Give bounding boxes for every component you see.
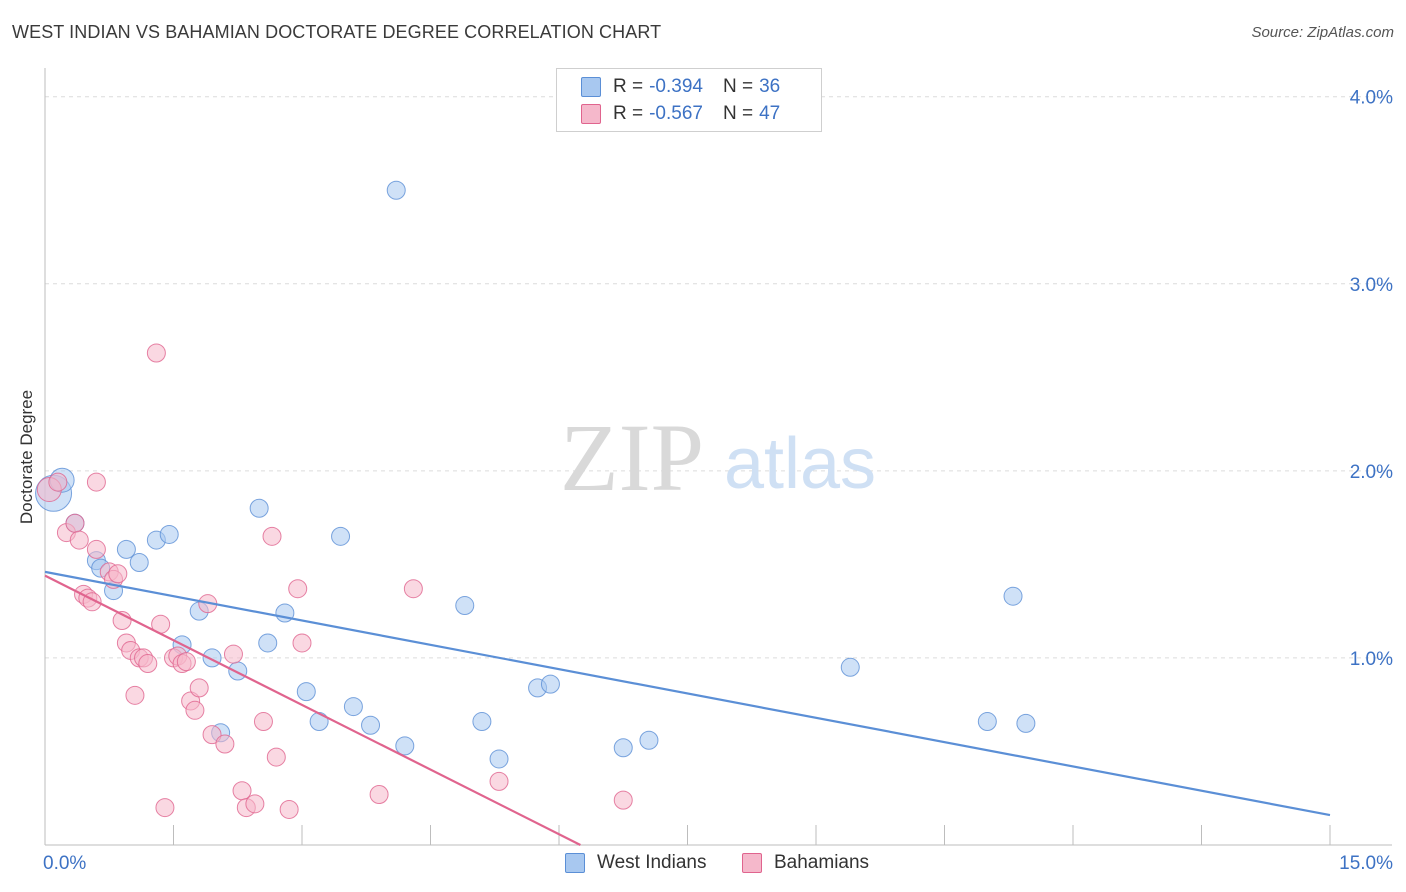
bahamians-point — [155, 798, 175, 818]
trend-lines — [44, 570, 1331, 846]
bahamians-point — [138, 654, 158, 674]
bahamians-point — [48, 472, 68, 492]
legend-row-west-indians: R = -0.394 N = 36 — [581, 75, 780, 99]
bahamians-point — [245, 794, 265, 814]
bahamians-point — [146, 343, 166, 363]
west-indians-point — [249, 498, 269, 518]
bahamians-point — [262, 526, 282, 546]
legend-n-value: 47 — [759, 103, 781, 124]
legend-n-value: 36 — [759, 76, 781, 97]
bahamians-trend-line — [44, 574, 581, 846]
x-tick-label: 0.0% — [43, 853, 86, 874]
bahamians-point — [86, 539, 106, 559]
data-points — [35, 180, 1036, 819]
y-tick-label: 3.0% — [1350, 275, 1393, 296]
west-indians-point — [296, 682, 316, 702]
bahamians-point — [403, 579, 423, 599]
west-indians-point — [331, 526, 351, 546]
west-indians-point — [386, 180, 406, 200]
y-tick-label: 4.0% — [1350, 88, 1393, 109]
west-indians-point — [395, 736, 415, 756]
west-indians-point — [977, 712, 997, 732]
legend-n-label: N = — [722, 103, 754, 124]
legend-row-bahamians: R = -0.567 N = 47 — [581, 102, 780, 126]
bahamians-point — [223, 644, 243, 664]
watermark-atlas: atlas — [724, 424, 876, 504]
series-swatch-bahamians — [742, 853, 762, 873]
bahamians-point — [253, 712, 273, 732]
west-indians-point — [258, 633, 278, 653]
bahamians-point — [292, 633, 312, 653]
west-indians-point — [228, 661, 248, 681]
legend-r-value: -0.567 — [649, 103, 703, 124]
tick-labels: 1.0% 2.0% 3.0% 4.0% 0.0% 15.0% — [43, 88, 1393, 874]
bahamians-point — [69, 530, 89, 550]
bahamians-point — [489, 771, 509, 791]
series-swatch-west-indians — [565, 853, 585, 873]
grid-lines — [45, 96, 1392, 659]
west-indians-point — [613, 738, 633, 758]
series-label-bahamians: Bahamians — [774, 852, 870, 873]
legend-r-label: R = — [613, 76, 644, 97]
west-indians-point — [309, 712, 329, 732]
west-indians-point — [361, 715, 381, 735]
source-label: Source: ZipAtlas.com — [1251, 24, 1394, 41]
series-label-west-indians: West Indians — [597, 852, 707, 873]
y-tick-label: 2.0% — [1350, 462, 1393, 483]
west-indians-point — [116, 539, 136, 559]
legend-swatch-west-indians — [581, 77, 601, 97]
west-indians-point — [489, 749, 509, 769]
legend-r-label: R = — [613, 103, 644, 124]
y-tick-label: 1.0% — [1350, 649, 1393, 670]
correlation-legend: R = -0.394 N = 36 R = -0.567 N = 47 — [556, 68, 822, 132]
bahamians-point — [279, 799, 299, 819]
bahamians-point — [215, 734, 235, 754]
west-indians-point — [202, 648, 222, 668]
west-indians-point — [840, 657, 860, 677]
bahamians-point — [288, 579, 308, 599]
x-tick-label: 15.0% — [1339, 853, 1393, 874]
legend-n-label: N = — [722, 76, 754, 97]
chart-title: WEST INDIAN VS BAHAMIAN DOCTORATE DEGREE… — [12, 22, 662, 42]
bahamians-point — [125, 685, 145, 705]
watermark: ZIP atlas — [560, 404, 876, 511]
series-legend: West Indians Bahamians — [0, 852, 1406, 876]
series-legend-west-indians: West Indians — [565, 852, 706, 874]
west-indians-point — [159, 524, 179, 544]
bahamians-point — [369, 784, 389, 804]
west-indians-point — [455, 596, 475, 616]
watermark-zip: ZIP — [560, 404, 704, 511]
series-legend-bahamians: Bahamians — [742, 852, 869, 874]
bahamians-point — [266, 747, 286, 767]
bahamians-point — [65, 513, 85, 533]
legend-swatch-bahamians — [581, 104, 601, 124]
west-indians-point — [540, 674, 560, 694]
legend-r-value: -0.394 — [649, 76, 703, 97]
west-indians-point — [639, 730, 659, 750]
bahamians-point — [185, 700, 205, 720]
bahamians-point — [613, 790, 633, 810]
bahamians-point — [202, 725, 222, 745]
west-indians-point — [1016, 713, 1036, 733]
bahamians-point — [86, 472, 106, 492]
west-indians-point — [129, 553, 149, 573]
west-indians-point — [343, 697, 363, 717]
west-indians-point — [1003, 586, 1023, 606]
bahamians-point — [189, 678, 209, 698]
bahamians-point — [176, 652, 196, 672]
west-indians-point — [472, 712, 492, 732]
west-indians-trend-line — [44, 570, 1331, 817]
bahamians-point — [108, 564, 128, 584]
axes — [44, 68, 1392, 846]
